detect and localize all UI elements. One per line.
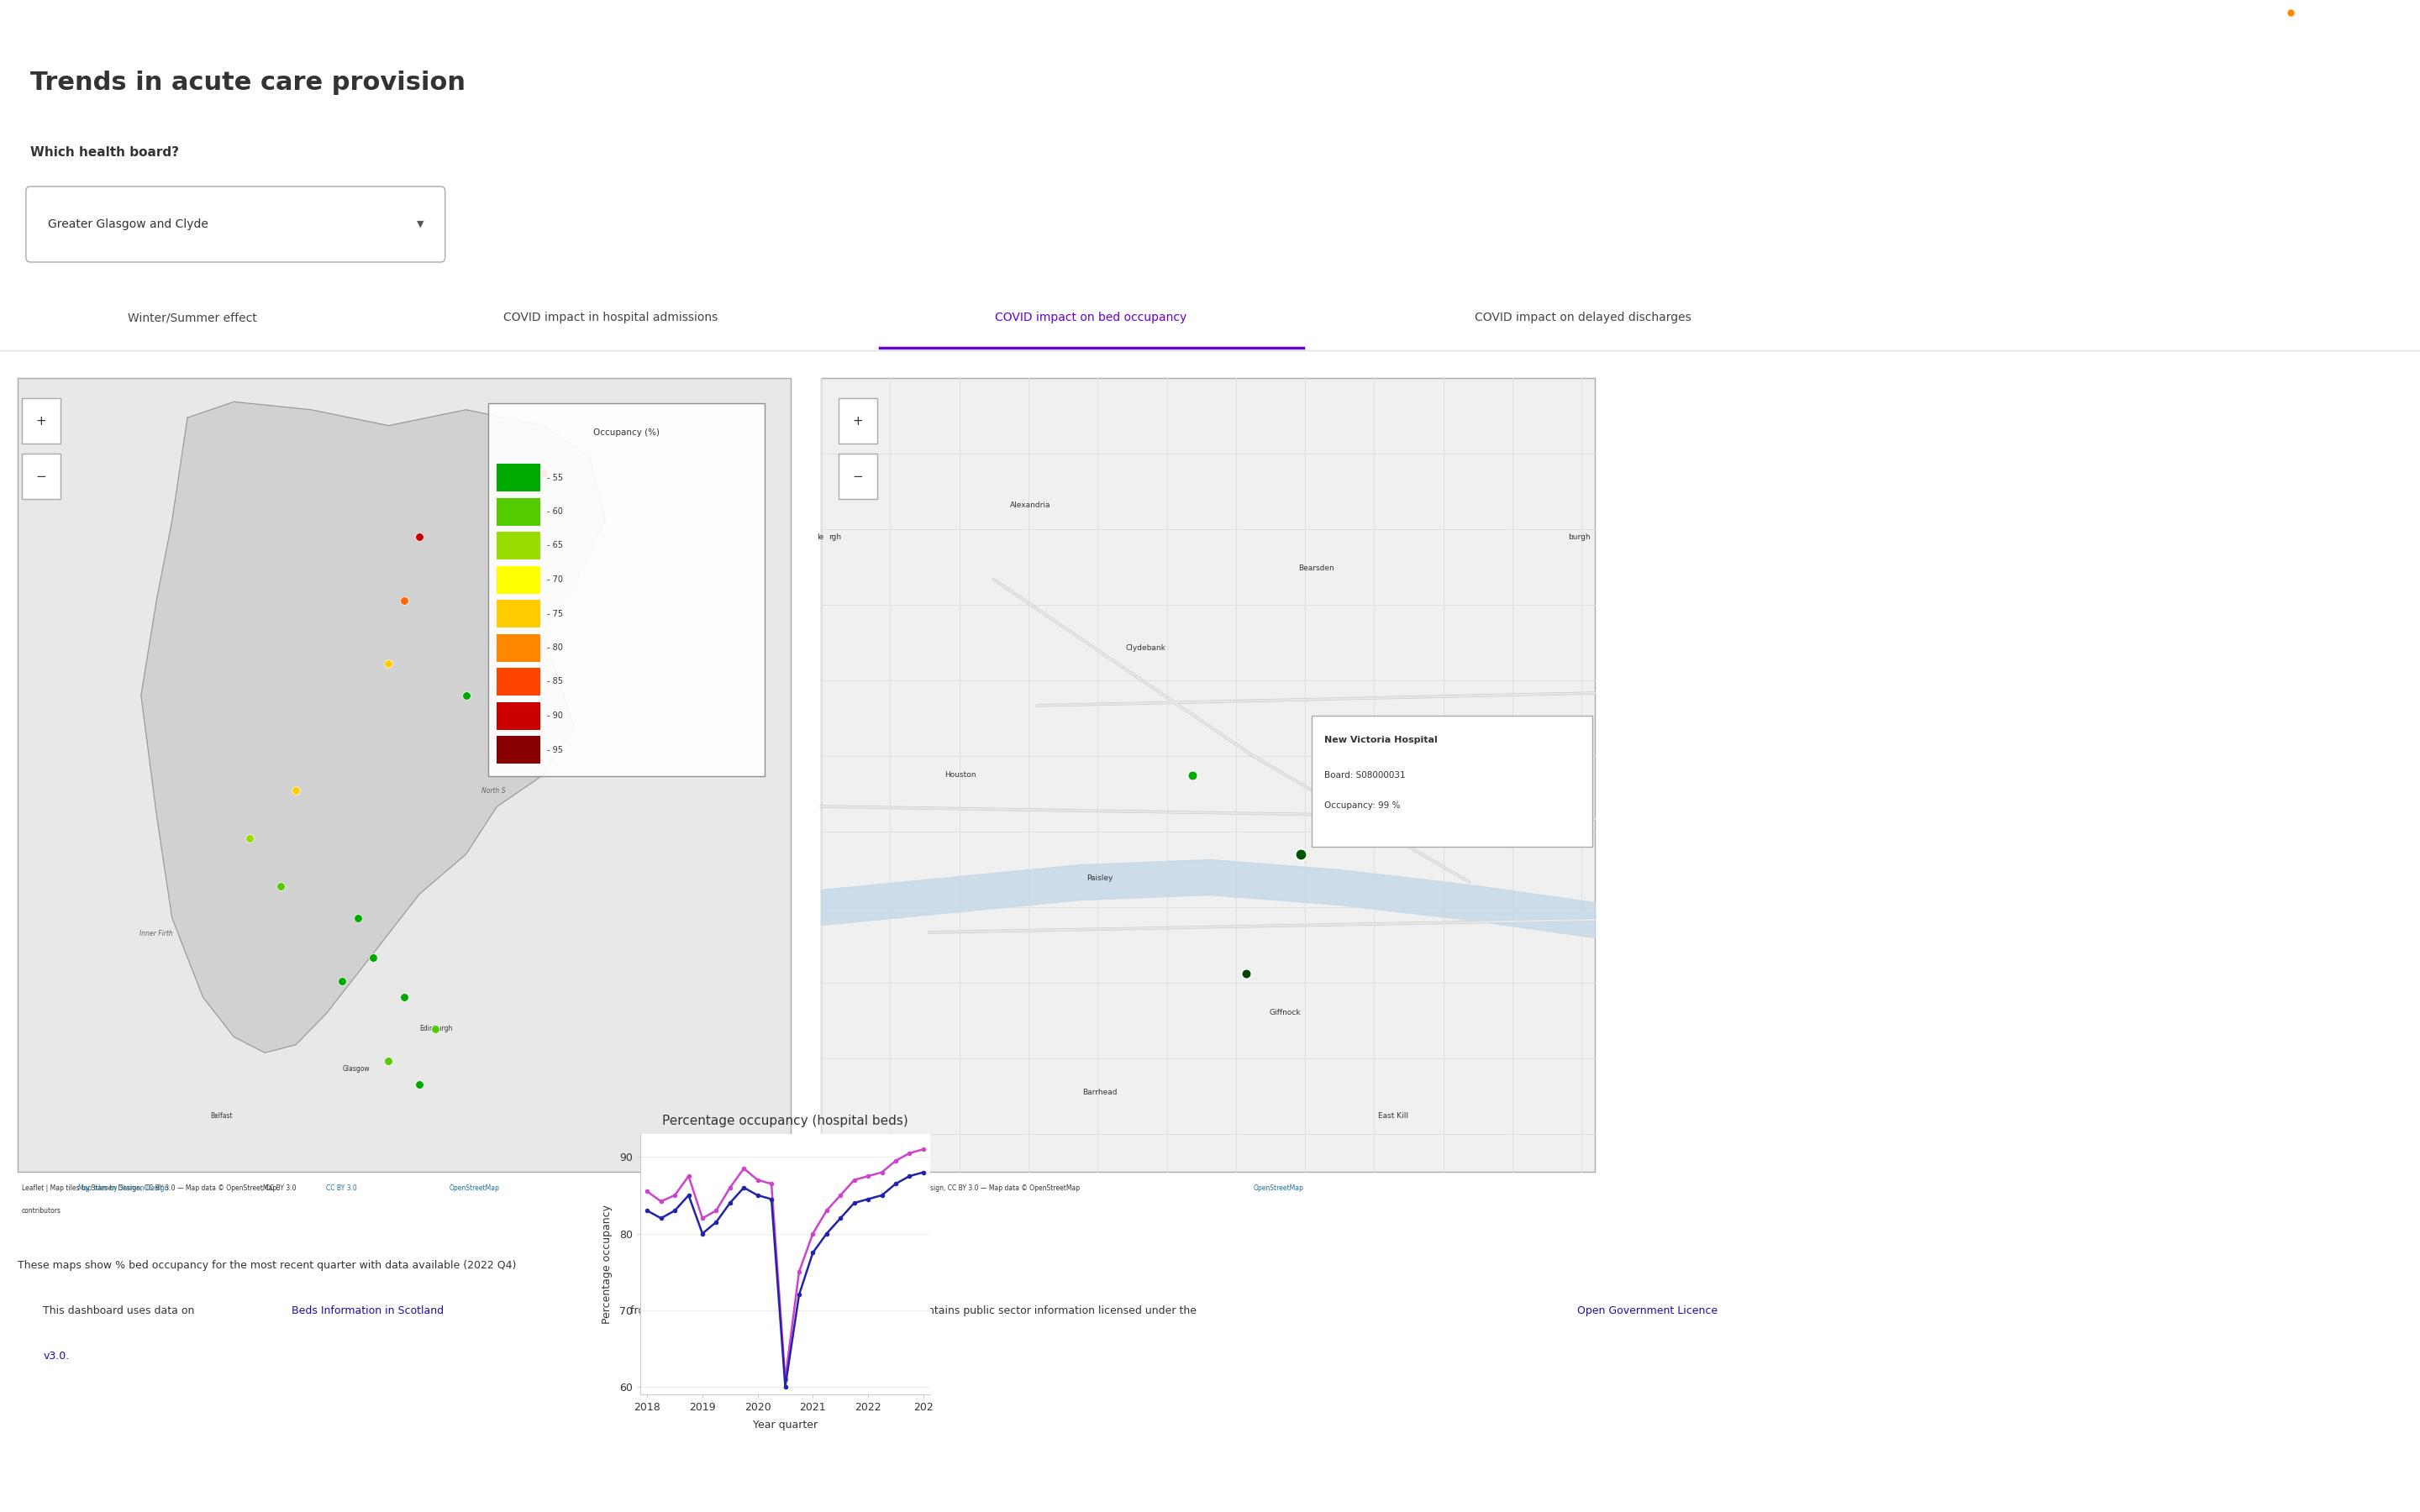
Bar (496, 532, 540, 559)
Text: ▼: ▼ (416, 221, 423, 228)
FancyBboxPatch shape (22, 398, 60, 443)
Bar (496, 702, 540, 730)
Text: CC BY 3.0: CC BY 3.0 (327, 1184, 358, 1191)
Text: Glasgow: Glasgow (341, 1064, 370, 1072)
Bar (496, 565, 540, 593)
Text: Paisley: Paisley (1087, 874, 1113, 881)
Text: Edinburgh: Edinburgh (419, 1025, 453, 1033)
Bar (496, 736, 540, 764)
FancyBboxPatch shape (27, 186, 445, 262)
Text: Occupancy (%): Occupancy (%) (593, 428, 661, 437)
Bar (496, 600, 540, 627)
Bar (496, 668, 540, 696)
Text: Barrhead: Barrhead (1082, 1089, 1118, 1096)
Text: Open Government Licence: Open Government Licence (1578, 1305, 1718, 1317)
Text: Board: S08000031: Board: S08000031 (1324, 771, 1406, 780)
Text: Leaflet | Map tiles by Stamen Design, CC BY 3.0 — Map data © OpenStreetMap: Leaflet | Map tiles by Stamen Design, CC… (22, 1184, 276, 1191)
Text: North S: North S (482, 788, 506, 795)
Text: This dashboard uses data on: This dashboard uses data on (44, 1305, 198, 1317)
Text: le: le (816, 534, 823, 541)
Text: - 65: - 65 (547, 541, 561, 550)
Text: from Public Health Scotland and NHS Scotland, which contains public sector infor: from Public Health Scotland and NHS Scot… (627, 1305, 1200, 1317)
Text: +: + (36, 414, 46, 426)
FancyBboxPatch shape (1312, 715, 1592, 847)
Text: Alexandria: Alexandria (1009, 502, 1050, 508)
Text: −: − (852, 470, 864, 482)
Text: rgh: rgh (828, 534, 842, 541)
Title: Percentage occupancy (hospital beds): Percentage occupancy (hospital beds) (663, 1114, 908, 1126)
Text: Clydebank: Clydebank (1125, 644, 1166, 652)
Text: OpenStreetMap: OpenStreetMap (1254, 1184, 1304, 1191)
Text: COVID impact in hospital admissions: COVID impact in hospital admissions (503, 311, 719, 324)
Text: Inner Firth: Inner Firth (140, 930, 174, 937)
Text: - 60: - 60 (547, 508, 561, 516)
Y-axis label: Percentage occupancy: Percentage occupancy (600, 1205, 612, 1325)
Text: COVID impact on bed occupancy: COVID impact on bed occupancy (995, 311, 1188, 324)
Bar (496, 634, 540, 662)
Text: Occupancy: 99 %: Occupancy: 99 % (1324, 801, 1401, 810)
Bar (17, 378, 791, 1172)
FancyBboxPatch shape (837, 454, 876, 499)
FancyBboxPatch shape (22, 454, 60, 499)
Text: Belfast: Belfast (211, 1113, 232, 1120)
Text: New Victoria Hospital: New Victoria Hospital (1324, 736, 1437, 744)
Bar (496, 464, 540, 491)
Text: contributors: contributors (825, 1207, 864, 1214)
Text: Giffnock: Giffnock (1270, 1010, 1302, 1016)
Text: −: − (36, 470, 46, 482)
Text: Bearsden: Bearsden (1297, 564, 1333, 572)
Text: Leaflet | Map tiles by Stamen Design, CC BY 3.0 — Map data © OpenStreetMap: Leaflet | Map tiles by Stamen Design, CC… (825, 1184, 1079, 1191)
Text: - 90: - 90 (547, 712, 561, 720)
Bar (496, 497, 540, 526)
Text: East Kill: East Kill (1379, 1113, 1408, 1120)
Text: +: + (852, 414, 864, 426)
Text: - 95: - 95 (547, 745, 561, 754)
Text: Houston: Houston (944, 771, 975, 779)
Text: OpenStreetMap: OpenStreetMap (450, 1184, 501, 1191)
Text: , CC BY 3.0: , CC BY 3.0 (261, 1184, 295, 1191)
Text: Greater Glasgow and Clyde: Greater Glasgow and Clyde (48, 218, 208, 230)
Polygon shape (140, 402, 605, 1052)
Text: - 70: - 70 (547, 576, 561, 584)
Text: v3.0.: v3.0. (44, 1350, 70, 1362)
Text: Trends in acute care provision: Trends in acute care provision (29, 71, 465, 95)
Text: contributors: contributors (22, 1207, 60, 1214)
Text: COVID impact on delayed discharges: COVID impact on delayed discharges (1474, 311, 1692, 324)
X-axis label: Year quarter: Year quarter (753, 1420, 818, 1430)
Text: Map tiles by Stamen Design: Map tiles by Stamen Design (77, 1184, 167, 1191)
FancyBboxPatch shape (837, 398, 876, 443)
Text: Winter/Summer effect: Winter/Summer effect (128, 311, 257, 324)
Text: - 55: - 55 (547, 473, 564, 482)
Text: - 85: - 85 (547, 677, 561, 686)
Text: Which health board?: Which health board? (29, 147, 179, 159)
Text: - 80: - 80 (547, 644, 561, 652)
Text: These maps show % bed occupancy for the most recent quarter with data available : These maps show % bed occupancy for the … (17, 1259, 515, 1272)
Text: Beds Information in Scotland: Beds Information in Scotland (293, 1305, 443, 1317)
Text: burgh: burgh (1568, 534, 1590, 541)
Bar (820, 378, 1595, 1172)
Text: - 75: - 75 (547, 609, 564, 618)
FancyBboxPatch shape (489, 404, 765, 776)
